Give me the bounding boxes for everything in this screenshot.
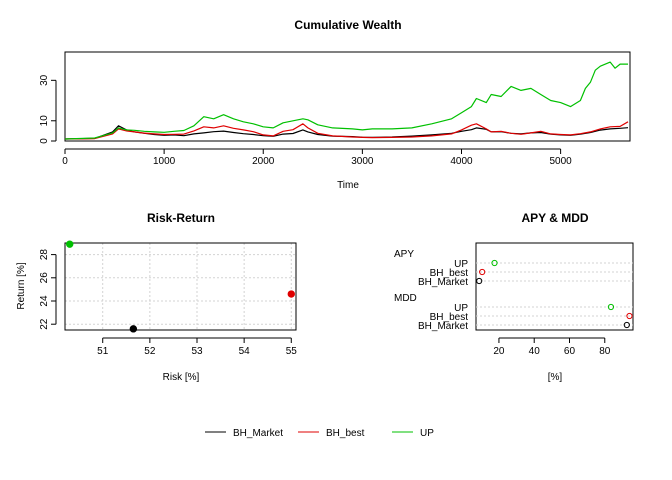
risk-return-panel: Risk-Return 51 52 53 54 55 22 24 26 28 Risk [%]… — [16, 211, 297, 383]
apy-mdd-x-label: [%] — [548, 372, 563, 383]
wealth-plot-frame — [64, 51, 631, 142]
apy-mdd-content: APYUPBH_bestBH_MarketMDDUPBH_bestBH_Mark… — [394, 249, 633, 332]
wealth-line-bh-best — [64, 121, 629, 140]
risk-return-grid — [65, 243, 296, 330]
apy-mdd-row-label: UP — [454, 259, 468, 270]
risk-return-points — [66, 240, 295, 333]
apy-mdd-x-tick-label: 60 — [564, 346, 576, 357]
apy-mdd-x-tick-label: 40 — [529, 346, 541, 357]
wealth-lines — [64, 61, 629, 140]
apy-mdd-title: APY & MDD — [521, 211, 588, 225]
risk-return-point-up — [66, 240, 74, 248]
apy-mdd-group-label: APY — [394, 249, 414, 260]
wealth-x-tick-label: 1000 — [153, 156, 176, 167]
risk-return-y-tick-label: 22 — [39, 318, 50, 330]
risk-return-x-tick-label: 55 — [286, 346, 298, 357]
wealth-y-tick-label: 0 — [39, 138, 50, 144]
apy-mdd-row-label: BH_best — [430, 312, 469, 323]
risk-return-x-tick-label: 53 — [191, 346, 203, 357]
risk-return-title: Risk-Return — [147, 211, 215, 225]
apy-mdd-panel: APY & MDD APYUPBH_bestBH_MarketMDDUPBH_b… — [394, 211, 634, 383]
legend-label-up: UP — [420, 428, 434, 439]
wealth-panel: Cumulative Wealth 0 1000 2000 3000 4000 5000 … — [39, 18, 631, 191]
wealth-x-axis: 0 1000 2000 3000 4000 5000 — [62, 148, 572, 167]
risk-return-point-bh-best — [287, 290, 295, 298]
apy-mdd-point-apy-bh-market — [476, 277, 483, 285]
apy-mdd-point-mdd-up — [607, 303, 615, 311]
apy-mdd-row-label: UP — [454, 303, 468, 314]
wealth-title: Cumulative Wealth — [294, 18, 401, 32]
apy-mdd-x-tick-label: 80 — [599, 346, 611, 357]
wealth-y-tick-label: 30 — [39, 74, 50, 86]
apy-mdd-plot-frame — [475, 242, 634, 331]
apy-mdd-x-tick-label: 20 — [493, 346, 505, 357]
risk-return-plot-frame — [64, 242, 297, 331]
risk-return-x-tick-label: 54 — [239, 346, 251, 357]
legend: BH_Market BH_best UP — [205, 428, 434, 439]
apy-mdd-point-mdd-bh-best — [626, 312, 633, 320]
apy-mdd-row-label: BH_Market — [418, 321, 468, 332]
apy-mdd-x-axis: 20 40 60 80 — [493, 337, 611, 357]
apy-mdd-group-label: MDD — [394, 293, 417, 304]
wealth-y-axis: 0 10 30 — [39, 74, 57, 144]
apy-mdd-row-label: BH_best — [430, 268, 469, 279]
risk-return-x-label: Risk [%] — [163, 372, 200, 383]
risk-return-x-tick-label: 51 — [97, 346, 109, 357]
apy-mdd-point-mdd-bh-market — [623, 321, 630, 329]
legend-label-bh-market: BH_Market — [233, 428, 283, 439]
wealth-x-tick-label: 0 — [62, 156, 68, 167]
apy-mdd-point-apy-bh-best — [479, 268, 486, 276]
legend-label-bh-best: BH_best — [326, 428, 365, 439]
wealth-line-up — [64, 61, 628, 140]
risk-return-y-tick-label: 28 — [39, 249, 50, 261]
risk-return-y-label: Return [%] — [16, 262, 27, 309]
wealth-x-tick-label: 5000 — [549, 156, 572, 167]
wealth-x-tick-label: 2000 — [252, 156, 275, 167]
risk-return-point-bh-market — [129, 325, 138, 333]
risk-return-y-tick-label: 24 — [39, 295, 50, 307]
wealth-x-label: Time — [337, 180, 359, 191]
risk-return-x-axis: 51 52 53 54 55 — [97, 337, 298, 357]
wealth-y-tick-label: 10 — [39, 115, 50, 127]
wealth-x-tick-label: 4000 — [450, 156, 473, 167]
apy-mdd-row-label: BH_Market — [418, 277, 468, 288]
apy-mdd-point-apy-up — [491, 259, 498, 267]
risk-return-y-axis: 22 24 26 28 — [39, 249, 57, 330]
wealth-x-tick-label: 3000 — [351, 156, 374, 167]
risk-return-x-tick-label: 52 — [144, 346, 156, 357]
risk-return-y-tick-label: 26 — [39, 272, 50, 284]
